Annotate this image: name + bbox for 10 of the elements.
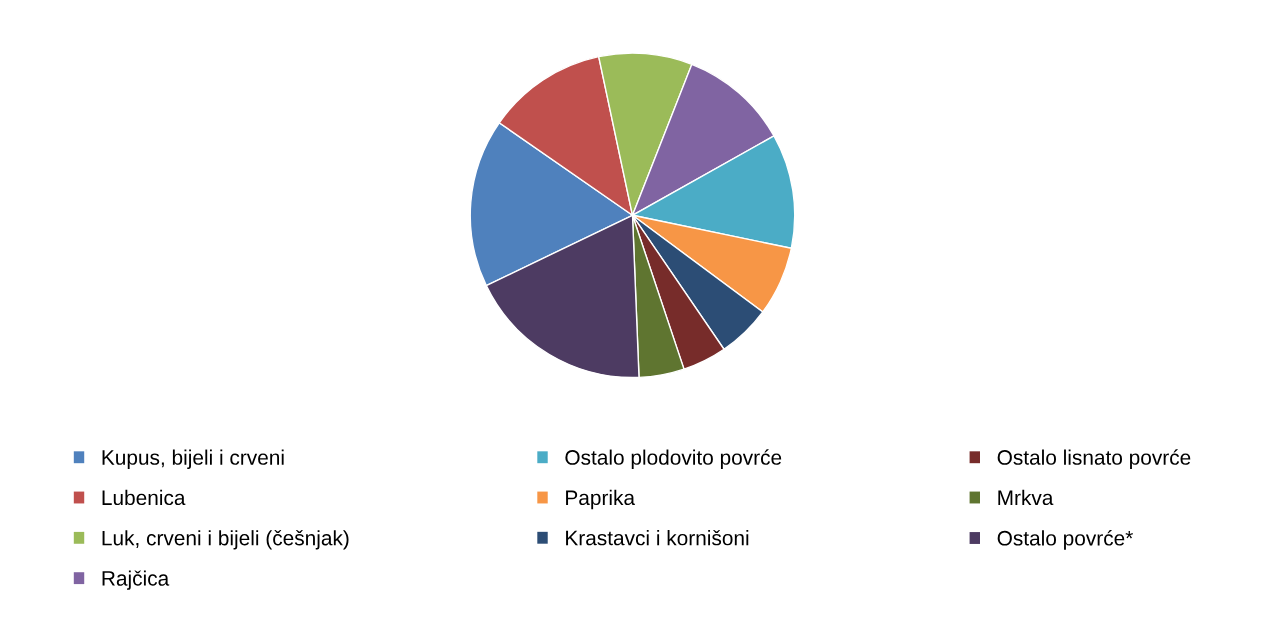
legend-label: Luk, crveni i bijeli (češnjak) bbox=[102, 530, 349, 550]
legend-label: Paprika bbox=[566, 489, 636, 510]
legend-label: Lubenica bbox=[102, 489, 186, 506]
legend-label: Rajčica bbox=[102, 570, 170, 590]
legend-label: Ostalo lisnato povrće bbox=[997, 449, 1191, 469]
legend-label: Ostalo plodovito povrće bbox=[565, 449, 782, 469]
legend-label: Ostalo povrće* bbox=[997, 530, 1133, 550]
legend-label: Mrkva bbox=[998, 489, 1054, 506]
legend-label: Krastavci i kornišoni bbox=[566, 529, 749, 546]
legend-label: Kupus, bijeli i crveni bbox=[102, 449, 284, 469]
